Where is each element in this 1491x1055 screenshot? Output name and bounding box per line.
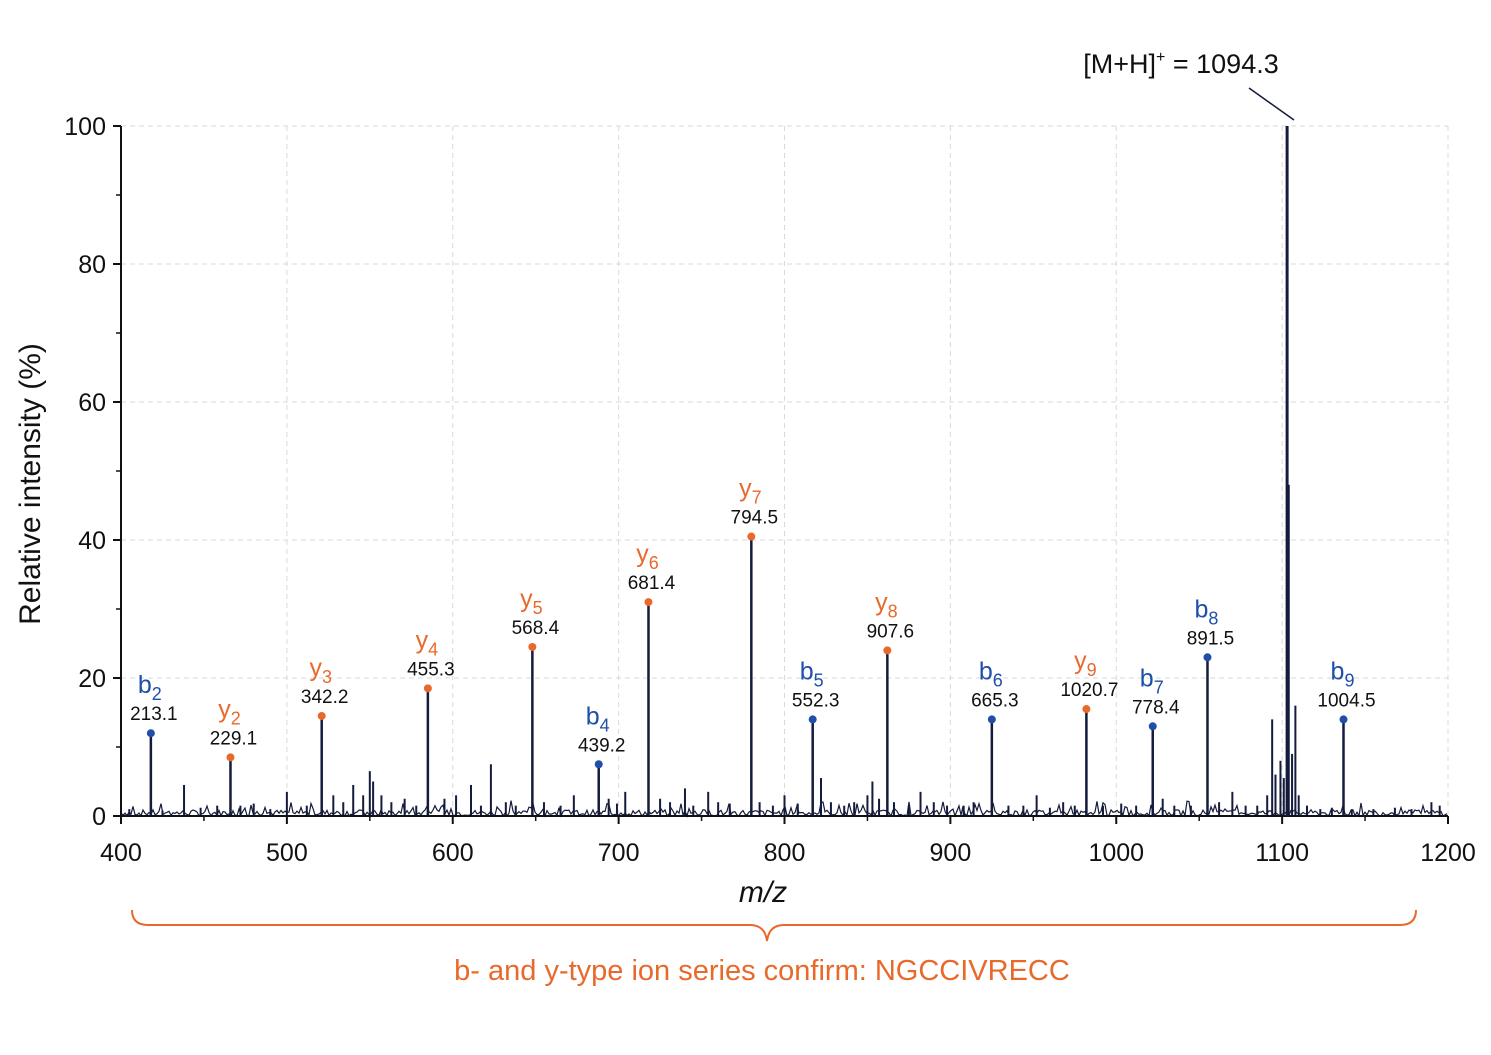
y8-ion-name: y8 xyxy=(875,588,898,621)
y5-ion-name: y5 xyxy=(520,585,543,618)
noise-trace xyxy=(120,800,1448,818)
y5-ion-group: 568.4y5 xyxy=(512,585,560,816)
y9-mz-label: 1020.7 xyxy=(1060,680,1118,701)
y4-ion-group: 455.3y4 xyxy=(407,626,455,816)
y9-ion-name: y9 xyxy=(1074,647,1097,680)
tick-labels: 400 500 600 700 800 900 1000 1100 1200 0 20 40 60 80 1… xyxy=(64,113,1476,867)
b2-ion-marker xyxy=(146,729,155,738)
b4-ion-group: 439.2b4 xyxy=(578,702,626,816)
y3-ion-marker xyxy=(317,711,326,720)
x-tick-label: 500 xyxy=(266,839,308,867)
y2-mz-label: 229.1 xyxy=(210,728,258,749)
x-tick-label: 800 xyxy=(764,839,806,867)
b6-mz-label: 665.3 xyxy=(971,690,1019,711)
b4-mz-label: 439.2 xyxy=(578,735,626,756)
y7-ion-name: y7 xyxy=(739,475,762,508)
y2-ion-name: y2 xyxy=(218,695,241,728)
y-tick-label: 0 xyxy=(92,803,106,831)
b2-mz-label: 213.1 xyxy=(130,704,178,725)
x-tick-label: 700 xyxy=(598,839,640,867)
b6-ion-name: b6 xyxy=(979,657,1003,690)
y2-ion-group: 229.1y2 xyxy=(210,695,258,816)
x-tick-label: 400 xyxy=(100,839,142,867)
grid-lines xyxy=(121,125,1449,816)
annotation-text: b- and y-type ion series confirm: NGCCIV… xyxy=(454,955,1070,987)
y-tick-label: 20 xyxy=(78,665,106,693)
b8-ion-marker xyxy=(1203,653,1212,662)
precursor-annotation: [M+H]+ = 1094.3 xyxy=(1083,49,1295,816)
b5-mz-label: 552.3 xyxy=(792,690,840,711)
y8-mz-label: 907.6 xyxy=(867,621,915,642)
x-tick-label: 600 xyxy=(432,839,474,867)
noise-baseline xyxy=(120,800,1448,818)
y4-ion-name: y4 xyxy=(416,626,439,659)
b5-ion-name: b5 xyxy=(800,657,824,690)
y-axis-title: Relative intensity (%) xyxy=(14,343,47,625)
b4-ion-name: b4 xyxy=(586,702,610,735)
b8-ion-group: 891.5b8 xyxy=(1187,595,1235,816)
b2-ion-group: 213.1b2 xyxy=(130,671,178,816)
precursor-label: [M+H]+ = 1094.3 xyxy=(1083,49,1278,79)
x-tick-label: 1200 xyxy=(1420,839,1476,867)
b5-ion-group: 552.3b5 xyxy=(792,657,840,816)
labeled-peaks: 213.1b2 229.1y2 342.2y3 455.3y4 568.4y5 439.2… xyxy=(130,475,1376,816)
x-tick-label: 1000 xyxy=(1088,839,1144,867)
b4-ion-marker xyxy=(594,760,603,769)
b6-ion-group: 665.3b6 xyxy=(971,657,1019,816)
y9-ion-marker xyxy=(1082,705,1091,714)
y-tick-label: 80 xyxy=(78,251,106,279)
b9-ion-group: 1004.5b9 xyxy=(1317,657,1376,816)
y6-ion-group: 681.4y6 xyxy=(628,540,676,816)
y9-ion-group: 1020.7y9 xyxy=(1060,647,1118,816)
minor-peaks xyxy=(128,484,1441,816)
b8-mz-label: 891.5 xyxy=(1187,628,1235,649)
y5-mz-label: 568.4 xyxy=(512,618,560,639)
y-tick-label: 60 xyxy=(78,389,106,417)
b7-ion-marker xyxy=(1148,722,1157,731)
y6-ion-marker xyxy=(644,598,653,607)
b6-ion-marker xyxy=(987,715,996,724)
precursor-leader-line xyxy=(1248,87,1295,121)
y8-ion-marker xyxy=(883,646,892,655)
y4-mz-label: 455.3 xyxy=(407,659,455,680)
y6-ion-name: y6 xyxy=(636,540,659,573)
y4-ion-marker xyxy=(423,684,432,693)
y-tick-label: 40 xyxy=(78,527,106,555)
y7-ion-marker xyxy=(747,532,756,541)
x-tick-label: 900 xyxy=(930,839,972,867)
y6-mz-label: 681.4 xyxy=(628,573,676,594)
annotation-brace xyxy=(131,909,1417,942)
b9-mz-label: 1004.5 xyxy=(1317,690,1375,711)
y5-ion-marker xyxy=(528,642,537,651)
x-tick-label: 1100 xyxy=(1255,839,1309,867)
b5-ion-marker xyxy=(808,715,817,724)
y7-ion-group: 794.5y7 xyxy=(731,475,779,816)
b9-ion-marker xyxy=(1339,715,1348,724)
y3-mz-label: 342.2 xyxy=(301,687,349,708)
y8-ion-group: 907.6y8 xyxy=(867,588,915,816)
b2-ion-name: b2 xyxy=(138,671,162,704)
y3-ion-group: 342.2y3 xyxy=(301,654,349,816)
y2-ion-marker xyxy=(226,753,235,762)
y3-ion-name: y3 xyxy=(309,654,332,687)
x-axis-title: m/z xyxy=(739,876,787,909)
b7-ion-group: 778.4b7 xyxy=(1132,664,1180,816)
b8-ion-name: b8 xyxy=(1195,595,1219,628)
b9-ion-name: b9 xyxy=(1331,657,1355,690)
y7-mz-label: 794.5 xyxy=(731,508,779,529)
b7-mz-label: 778.4 xyxy=(1132,697,1180,718)
b7-ion-name: b7 xyxy=(1140,664,1164,697)
y-tick-label: 100 xyxy=(64,113,106,141)
